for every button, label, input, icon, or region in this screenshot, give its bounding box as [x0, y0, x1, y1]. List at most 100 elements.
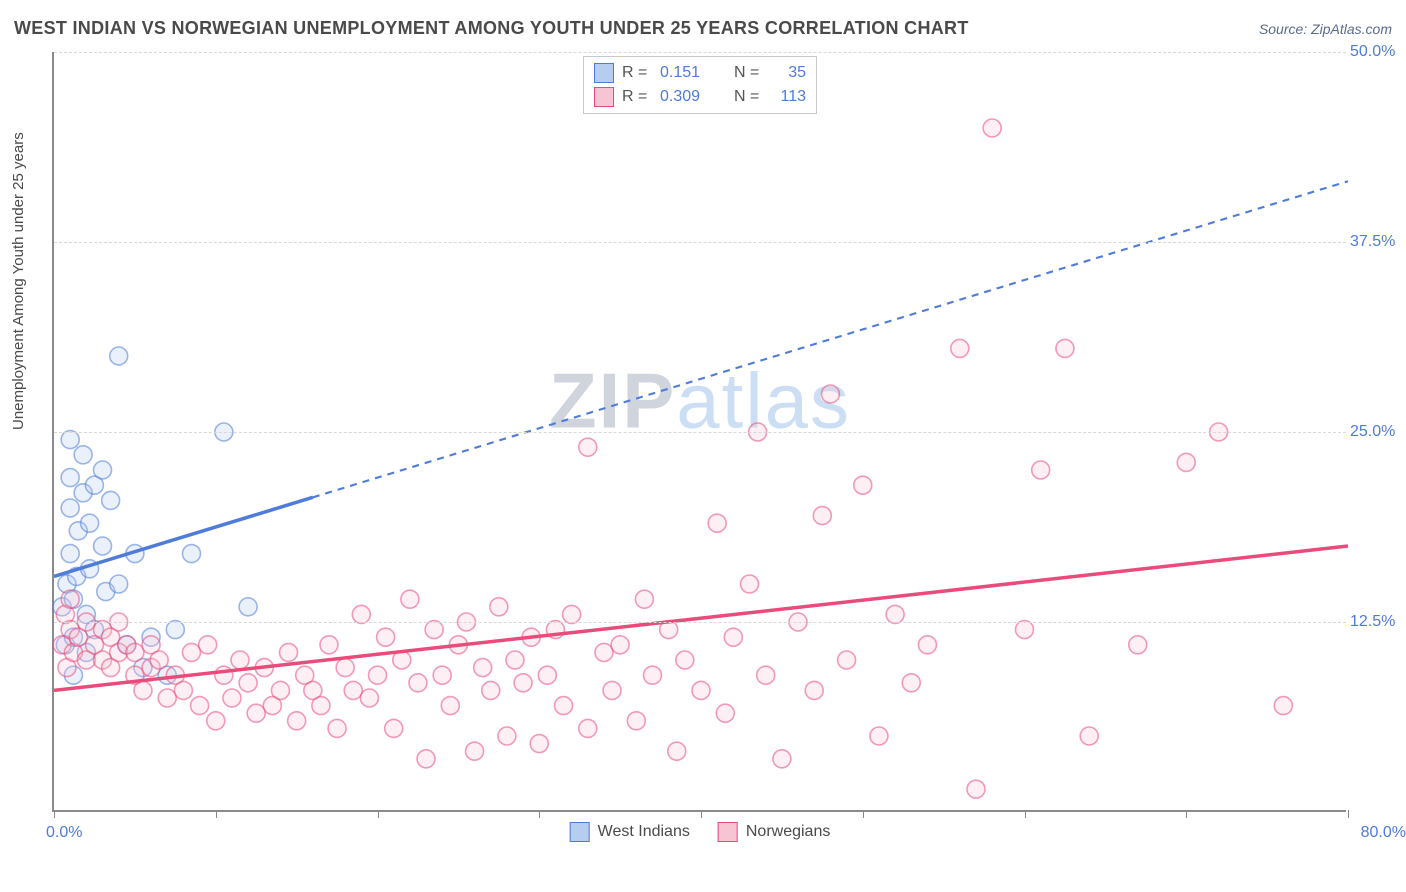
norwegians-point — [474, 659, 492, 677]
norwegians-point — [336, 659, 354, 677]
gridline — [54, 242, 1346, 243]
norwegians-point — [490, 598, 508, 616]
norwegians-point — [773, 750, 791, 768]
series-legend-norwegians: Norwegians — [718, 822, 830, 842]
norwegians-point — [312, 697, 330, 715]
west_indians-point — [110, 575, 128, 593]
west_indians-point — [182, 545, 200, 563]
norwegians-point — [441, 697, 459, 715]
norwegians-point — [320, 636, 338, 654]
norwegians-point — [344, 681, 362, 699]
series-legend: West Indians Norwegians — [570, 822, 831, 842]
norwegians-point — [61, 590, 79, 608]
west_indians-trend-dashed — [313, 181, 1348, 497]
norwegians-point — [643, 666, 661, 684]
norwegians-point — [369, 666, 387, 684]
norwegians-point — [579, 719, 597, 737]
norwegians-point — [247, 704, 265, 722]
x-tick — [701, 810, 702, 818]
legend-swatch — [594, 87, 614, 107]
plot-area: ZIPatlas R =0.151N =35R =0.309N =113 Wes… — [52, 52, 1346, 812]
norwegians-point — [506, 651, 524, 669]
west_indians-point — [61, 469, 79, 487]
west_indians-point — [94, 537, 112, 555]
norwegians-point — [870, 727, 888, 745]
norwegians-point — [1080, 727, 1098, 745]
norwegians-point — [466, 742, 484, 760]
norwegians-point — [207, 712, 225, 730]
norwegians-point — [1274, 697, 1292, 715]
series-legend-label: West Indians — [598, 823, 690, 841]
norwegians-point — [579, 438, 597, 456]
x-axis-max-label: 80.0% — [1361, 824, 1406, 842]
norwegians-point — [805, 681, 823, 699]
x-tick — [539, 810, 540, 818]
legend-n-value: 35 — [772, 64, 806, 82]
y-tick-label: 37.5% — [1350, 233, 1406, 251]
norwegians-point — [360, 689, 378, 707]
series-legend-label: Norwegians — [746, 823, 830, 841]
norwegians-point — [724, 628, 742, 646]
norwegians-point — [1056, 339, 1074, 357]
norwegians-point — [1016, 621, 1034, 639]
norwegians-point — [482, 681, 500, 699]
norwegians-point — [271, 681, 289, 699]
norwegians-point — [385, 719, 403, 737]
norwegians-point — [708, 514, 726, 532]
norwegians-point — [425, 621, 443, 639]
norwegians-point — [514, 674, 532, 692]
norwegians-point — [555, 697, 573, 715]
legend-n-value: 113 — [772, 88, 806, 106]
norwegians-point — [563, 605, 581, 623]
gridline — [54, 622, 1346, 623]
norwegians-point — [603, 681, 621, 699]
norwegians-point — [538, 666, 556, 684]
y-tick-label: 50.0% — [1350, 43, 1406, 61]
norwegians-point — [150, 651, 168, 669]
norwegians-point — [716, 704, 734, 722]
legend-n-label: N = — [734, 88, 764, 106]
norwegians-trend-solid — [54, 546, 1348, 690]
norwegians-point — [288, 712, 306, 730]
west_indians-point — [61, 545, 79, 563]
norwegians-point — [1129, 636, 1147, 654]
legend-swatch — [718, 822, 738, 842]
legend-r-value: 0.309 — [660, 88, 726, 106]
norwegians-point — [191, 697, 209, 715]
west_indians-trend-solid — [54, 497, 313, 576]
legend-r-label: R = — [622, 88, 652, 106]
source-attribution: Source: ZipAtlas.com — [1259, 21, 1392, 37]
gridline — [54, 432, 1346, 433]
title-bar: WEST INDIAN VS NORWEGIAN UNEMPLOYMENT AM… — [14, 18, 1392, 39]
y-tick-label: 25.0% — [1350, 423, 1406, 441]
norwegians-point — [182, 643, 200, 661]
norwegians-point — [902, 674, 920, 692]
norwegians-point — [595, 643, 613, 661]
norwegians-point — [231, 651, 249, 669]
norwegians-point — [813, 507, 831, 525]
norwegians-point — [158, 689, 176, 707]
norwegians-point — [886, 605, 904, 623]
legend-n-label: N = — [734, 64, 764, 82]
y-tick-label: 12.5% — [1350, 613, 1406, 631]
norwegians-point — [174, 681, 192, 699]
norwegians-point — [328, 719, 346, 737]
norwegians-point — [635, 590, 653, 608]
norwegians-point — [280, 643, 298, 661]
norwegians-point — [611, 636, 629, 654]
x-tick — [1186, 810, 1187, 818]
correlation-legend: R =0.151N =35R =0.309N =113 — [583, 56, 817, 114]
west_indians-point — [166, 621, 184, 639]
norwegians-point — [134, 681, 152, 699]
norwegians-point — [239, 674, 257, 692]
x-tick — [378, 810, 379, 818]
series-legend-west_indians: West Indians — [570, 822, 690, 842]
norwegians-point — [821, 385, 839, 403]
legend-row-west_indians: R =0.151N =35 — [594, 61, 806, 85]
norwegians-point — [951, 339, 969, 357]
west_indians-point — [94, 461, 112, 479]
norwegians-point — [692, 681, 710, 699]
norwegians-point — [854, 476, 872, 494]
norwegians-point — [417, 750, 435, 768]
chart-title: WEST INDIAN VS NORWEGIAN UNEMPLOYMENT AM… — [14, 18, 969, 39]
